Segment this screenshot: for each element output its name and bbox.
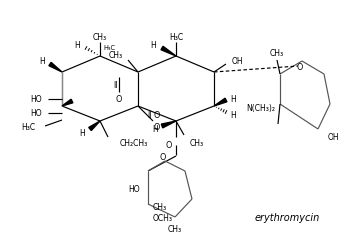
Text: O: O bbox=[297, 62, 303, 71]
Text: H: H bbox=[230, 111, 236, 120]
Text: OCH₃: OCH₃ bbox=[153, 214, 173, 222]
Text: H₃C: H₃C bbox=[21, 122, 35, 131]
Text: H: H bbox=[39, 57, 45, 66]
Text: H: H bbox=[150, 41, 156, 50]
Text: II: II bbox=[113, 81, 117, 90]
Polygon shape bbox=[62, 100, 73, 106]
Polygon shape bbox=[214, 99, 227, 106]
Text: HO: HO bbox=[31, 109, 42, 118]
Text: H: H bbox=[74, 41, 80, 50]
Text: H: H bbox=[230, 94, 236, 103]
Text: HO: HO bbox=[129, 185, 140, 194]
Text: O: O bbox=[154, 122, 160, 131]
Text: OH: OH bbox=[232, 56, 244, 65]
Text: O: O bbox=[116, 94, 122, 103]
Text: OH: OH bbox=[328, 133, 340, 142]
Text: CH₃: CH₃ bbox=[93, 32, 107, 41]
Text: O: O bbox=[160, 152, 166, 161]
Text: erythromycin: erythromycin bbox=[255, 212, 320, 222]
Polygon shape bbox=[89, 122, 100, 131]
Text: HO: HO bbox=[31, 95, 42, 104]
Text: H: H bbox=[152, 124, 158, 133]
Text: CH₃: CH₃ bbox=[190, 138, 204, 147]
Text: N(CH₃)₂: N(CH₃)₂ bbox=[246, 104, 275, 113]
Text: H₃C: H₃C bbox=[103, 45, 115, 51]
Text: CH₃: CH₃ bbox=[168, 224, 182, 234]
Text: H: H bbox=[79, 129, 85, 138]
Text: II: II bbox=[147, 111, 151, 120]
Text: CH₃: CH₃ bbox=[270, 49, 284, 58]
Text: O: O bbox=[154, 110, 160, 119]
Text: CH₃: CH₃ bbox=[109, 51, 123, 60]
Polygon shape bbox=[161, 122, 176, 128]
Text: CH₂CH₃: CH₂CH₃ bbox=[120, 139, 148, 148]
Polygon shape bbox=[161, 47, 176, 57]
Text: H₃C: H₃C bbox=[169, 32, 183, 41]
Text: CH₃: CH₃ bbox=[153, 203, 167, 212]
Polygon shape bbox=[49, 63, 62, 73]
Text: O: O bbox=[166, 140, 172, 149]
